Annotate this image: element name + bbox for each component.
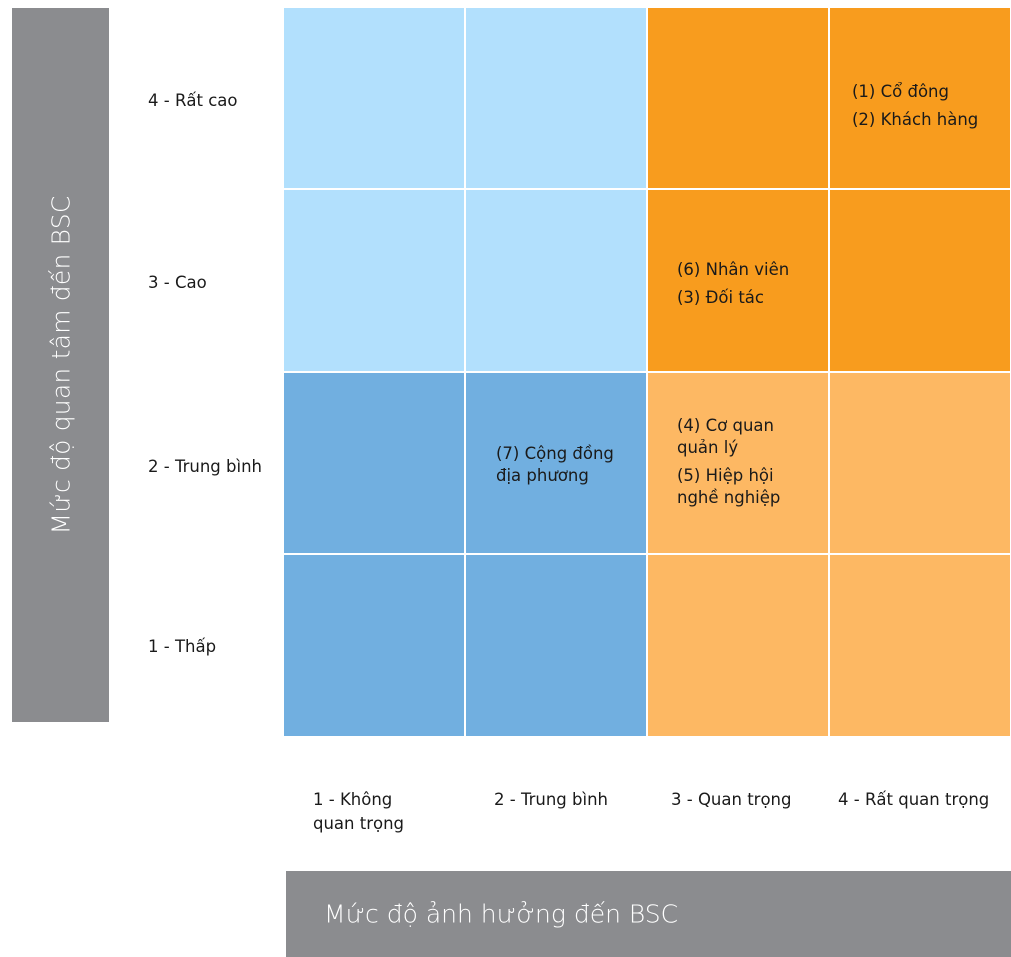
row-label-2: 2 - Trung bình [148,457,262,476]
column-label-2-line1: 2 - Trung bình [494,790,608,809]
column-label-4-line1: 4 - Rất quan trọng [838,790,990,809]
row-label-4: 4 - Rất cao [148,91,238,110]
column-label-4: 4 - Rất quan trọng [838,788,989,812]
cell-r3-c3-text: (6) Nhân viên (3) Đối tác [677,259,789,309]
stakeholder-employees: (6) Nhân viên [677,260,790,279]
stakeholder-community-line1: (7) Cộng đồng [496,444,614,463]
cell-r2-c2-text: (7) Cộng đồng địa phương [496,443,614,487]
stakeholder-shareholders: (1) Cổ đông [852,82,949,101]
cell-r3-c4 [830,190,1010,371]
cell-r2-c4 [830,373,1010,553]
cell-r3-c2 [466,190,646,371]
row-label-3: 3 - Cao [148,273,207,292]
cell-r4-c2 [466,8,646,188]
cell-r4-c3 [648,8,828,188]
x-axis-band: Mức độ ảnh hưởng đến BSC [286,871,1011,957]
cell-r1-c3 [648,555,828,736]
cell-r2-c3-text: (4) Cơ quan quản lý (5) Hiệp hội nghề ng… [677,415,780,509]
cell-r2-c2: (7) Cộng đồng địa phương [466,373,646,553]
column-label-1-line1: 1 - Không [313,790,393,809]
stakeholder-associations-line1: (5) Hiệp hội [677,466,774,485]
cell-r1-c2 [466,555,646,736]
stakeholder-regulators-line2: quản lý [677,438,739,457]
column-label-3-line1: 3 - Quan trọng [671,790,792,809]
column-label-1-line2: quan trọng [313,814,405,833]
y-axis-title: Mức độ quan tâm đến BSC [46,195,75,535]
matrix-grid: (1) Cổ đông (2) Khách hàng (6) Nhân viên… [284,8,1010,736]
cell-r1-c4 [830,555,1010,736]
column-label-2: 2 - Trung bình [494,788,608,812]
cell-r4-c4-text: (1) Cổ đông (2) Khách hàng [852,81,978,131]
stakeholder-partners: (3) Đối tác [677,288,764,307]
stakeholder-associations-line2: nghề nghiệp [677,488,781,507]
y-axis-band: Mức độ quan tâm đến BSC [12,8,109,722]
x-axis-title: Mức độ ảnh hưởng đến BSC [324,899,679,929]
cell-r2-c1 [284,373,464,553]
cell-r4-c1 [284,8,464,188]
stakeholder-community-line2: địa phương [496,466,589,485]
cell-r3-c3: (6) Nhân viên (3) Đối tác [648,190,828,371]
cell-r2-c3: (4) Cơ quan quản lý (5) Hiệp hội nghề ng… [648,373,828,553]
stakeholder-customers: (2) Khách hàng [852,110,979,129]
cell-r3-c1 [284,190,464,371]
stakeholder-regulators-line1: (4) Cơ quan [677,416,774,435]
row-label-1: 1 - Thấp [148,637,217,656]
cell-r4-c4: (1) Cổ đông (2) Khách hàng [830,8,1010,188]
column-label-1: 1 - Không quan trọng [313,788,404,836]
cell-r1-c1 [284,555,464,736]
column-label-3: 3 - Quan trọng [671,788,791,812]
